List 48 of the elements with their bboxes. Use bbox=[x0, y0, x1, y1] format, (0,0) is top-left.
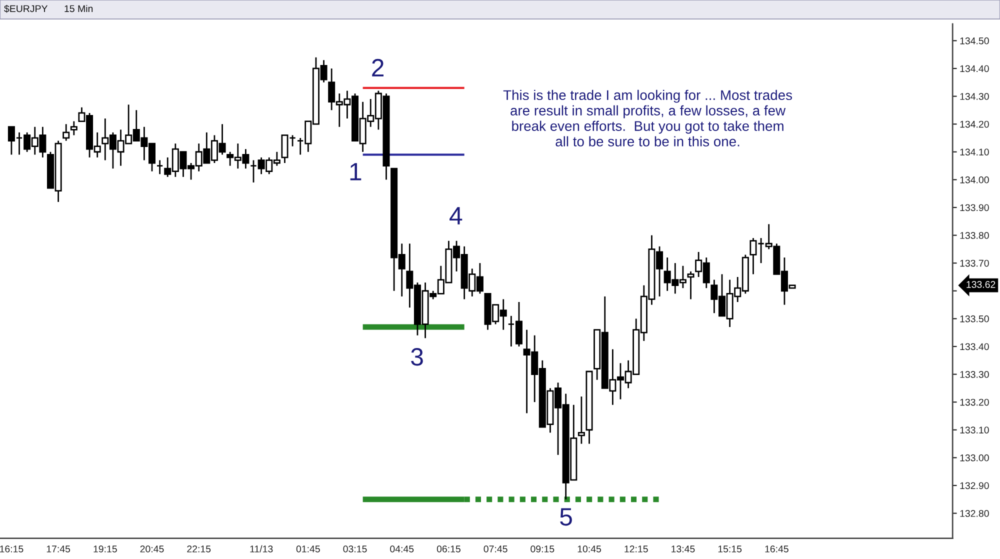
x-tick-label: 16:15 bbox=[0, 546, 24, 552]
annotation: This is the trade I am looking for ... Most trades are result in small profits, a few losses, a few break even efforts. But you got to take them all to be sure to be in this one. bbox=[503, 90, 792, 146]
chart-subtitle: 15 Min bbox=[64, 4, 93, 12]
text: 133.62 bbox=[966, 281, 996, 288]
y-tick-label: 134.00 bbox=[960, 176, 989, 184]
annotation: 4 bbox=[450, 207, 462, 224]
x-tick-label: 06:15 bbox=[436, 546, 460, 552]
x-tick-label: 17:45 bbox=[46, 546, 70, 552]
y-tick-label: 133.40 bbox=[960, 343, 989, 350]
candlestick bbox=[578, 396, 585, 444]
y-tick-label: 134.20 bbox=[960, 120, 989, 128]
y-tick-label: 133.20 bbox=[960, 398, 989, 406]
y-tick-label: 134.30 bbox=[960, 93, 989, 100]
y-tick-label: 133.50 bbox=[960, 315, 989, 322]
y-tick-label: 134.50 bbox=[960, 37, 989, 44]
y-tick-label: 132.80 bbox=[960, 510, 989, 517]
y-tick-label: 133.80 bbox=[960, 232, 989, 239]
candlestick bbox=[156, 160, 164, 175]
y-tick-label: 132.90 bbox=[960, 482, 989, 490]
x-tick-label: 09:15 bbox=[530, 546, 554, 552]
x-tick-label: 15:15 bbox=[718, 546, 742, 552]
annotation: 1 bbox=[350, 163, 362, 180]
x-tick-label: 07:45 bbox=[484, 546, 508, 552]
y-tick-label: 133.00 bbox=[960, 454, 989, 462]
candlestick bbox=[70, 120, 78, 136]
y-tick-label: 134.40 bbox=[960, 65, 989, 72]
chart-title: $EURJPY bbox=[4, 4, 48, 13]
x-tick-label: 16:45 bbox=[765, 546, 788, 552]
x-tick-label: 11/13 bbox=[250, 545, 273, 552]
x-tick-label: 12:15 bbox=[624, 546, 648, 552]
x-tick-label: 01:45 bbox=[296, 546, 320, 552]
x-tick-label: 13:45 bbox=[672, 546, 695, 552]
y-tick-label: 133.10 bbox=[960, 426, 989, 434]
x-tick-label: 20:45 bbox=[140, 546, 164, 552]
annotation: 5 bbox=[560, 508, 572, 526]
x-tick-label: 10:45 bbox=[578, 546, 602, 552]
x-tick-label: 19:15 bbox=[94, 546, 117, 552]
x-tick-label: 22:15 bbox=[187, 546, 211, 552]
y-tick-label: 133.70 bbox=[960, 260, 989, 267]
y-tick-label: 133.30 bbox=[960, 371, 989, 378]
x-tick-label: 04:45 bbox=[390, 546, 414, 552]
annotation: 3 bbox=[411, 348, 423, 366]
y-tick-label: 134.10 bbox=[960, 148, 989, 156]
x-tick-label: 03:15 bbox=[343, 546, 367, 552]
candlestick bbox=[687, 270, 694, 300]
y-tick-label: 133.90 bbox=[960, 204, 989, 212]
candlestick bbox=[62, 123, 70, 142]
annotation: 2 bbox=[372, 58, 384, 76]
